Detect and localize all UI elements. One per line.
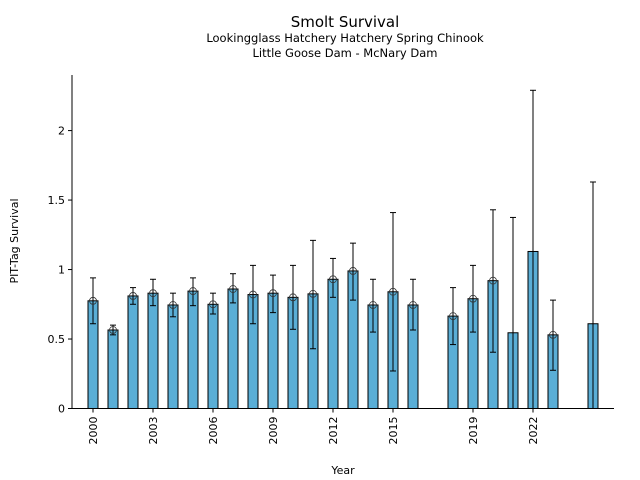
chart-title: Smolt Survival — [290, 13, 400, 31]
x-tick-label: 2019 — [467, 417, 480, 445]
y-tick-label: 0 — [58, 403, 65, 416]
point-marker-2016 — [409, 301, 417, 309]
error-bar-2008 — [249, 264, 257, 325]
error-bar-2005 — [189, 277, 197, 307]
point-marker-2010 — [289, 293, 297, 302]
point-marker-2006 — [209, 300, 217, 309]
x-axis-label: Year — [330, 464, 355, 477]
x-ticks-group: 2000 2003 2006 2009 2012 2015 2019 2022 — [87, 408, 540, 445]
bar-2005 — [187, 290, 199, 409]
bar-2012 — [327, 278, 339, 409]
bar-2007 — [227, 288, 239, 409]
point-marker-2005 — [189, 287, 197, 295]
error-bars-group — [89, 89, 596, 409]
error-bar-2025 — [590, 181, 596, 409]
error-bar-2014 — [369, 278, 377, 333]
error-bar-2011 — [309, 239, 317, 350]
bar-2004 — [167, 304, 179, 409]
error-bar-2001 — [109, 324, 117, 336]
point-marker-2007 — [229, 285, 237, 293]
point-marker-2001 — [109, 326, 117, 334]
error-bar-2000 — [89, 277, 97, 325]
error-bar-2003 — [149, 278, 157, 307]
point-marker-2018 — [449, 312, 457, 320]
point-marker-2003 — [149, 289, 157, 298]
error-bar-2009 — [269, 274, 277, 314]
error-bar-2004 — [169, 292, 177, 318]
point-marker-2020 — [489, 276, 497, 285]
error-bar-2015 — [389, 212, 397, 372]
point-marker-2004 — [169, 301, 177, 309]
x-tick-label: 2022 — [527, 417, 540, 445]
error-bar-2010 — [289, 264, 297, 330]
bars-group — [87, 250, 599, 410]
point-marker-2002 — [129, 292, 137, 300]
chart-subtitle-species: Lookingglass Hatchery Hatchery Spring Ch… — [206, 31, 484, 45]
x-tick-label: 2012 — [327, 417, 340, 445]
error-bar-2012 — [329, 257, 337, 298]
point-marker-2013 — [349, 267, 357, 275]
x-tick-label: 2003 — [147, 417, 160, 445]
error-bar-2016 — [409, 278, 417, 331]
error-bar-2018 — [449, 287, 457, 346]
point-marker-2009 — [269, 289, 277, 298]
x-tick-label: 2000 — [87, 417, 100, 445]
error-bar-2021 — [510, 216, 516, 409]
error-bar-2007 — [229, 273, 237, 304]
x-tick-label: 2006 — [207, 417, 220, 445]
error-bar-2013 — [349, 242, 357, 301]
chart-subtitle-reach: Little Goose Dam - McNary Dam — [252, 46, 438, 60]
x-tick-label: 2015 — [387, 417, 400, 445]
error-bar-2002 — [129, 287, 137, 305]
bar-2001 — [107, 329, 119, 410]
y-tick-label: 2 — [58, 125, 65, 138]
error-bar-2019 — [469, 264, 477, 333]
y-ticks-group: 0 0.5 1 1.5 2 — [48, 125, 72, 416]
error-bar-2022 — [530, 89, 536, 409]
point-marker-2000 — [89, 296, 97, 305]
error-bar-2023 — [549, 299, 557, 371]
point-marker-2012 — [329, 275, 337, 284]
y-tick-label: 0.5 — [48, 333, 66, 346]
point-marker-2015 — [389, 287, 397, 296]
x-tick-label: 2009 — [267, 417, 280, 445]
bar-2006 — [207, 303, 219, 409]
bar-2003 — [147, 292, 159, 409]
y-tick-label: 1 — [58, 264, 65, 277]
y-tick-label: 1.5 — [48, 194, 66, 207]
point-marker-2008 — [249, 290, 257, 299]
point-marker-2023 — [549, 330, 557, 339]
point-marker-2014 — [369, 301, 377, 309]
point-marker-2011 — [309, 289, 317, 298]
error-bar-2020 — [489, 209, 497, 353]
error-bar-2006 — [209, 292, 217, 315]
y-axis-label: PIT-Tag Survival — [8, 198, 21, 283]
bar-2002 — [127, 295, 139, 410]
point-marker-2019 — [469, 294, 477, 303]
